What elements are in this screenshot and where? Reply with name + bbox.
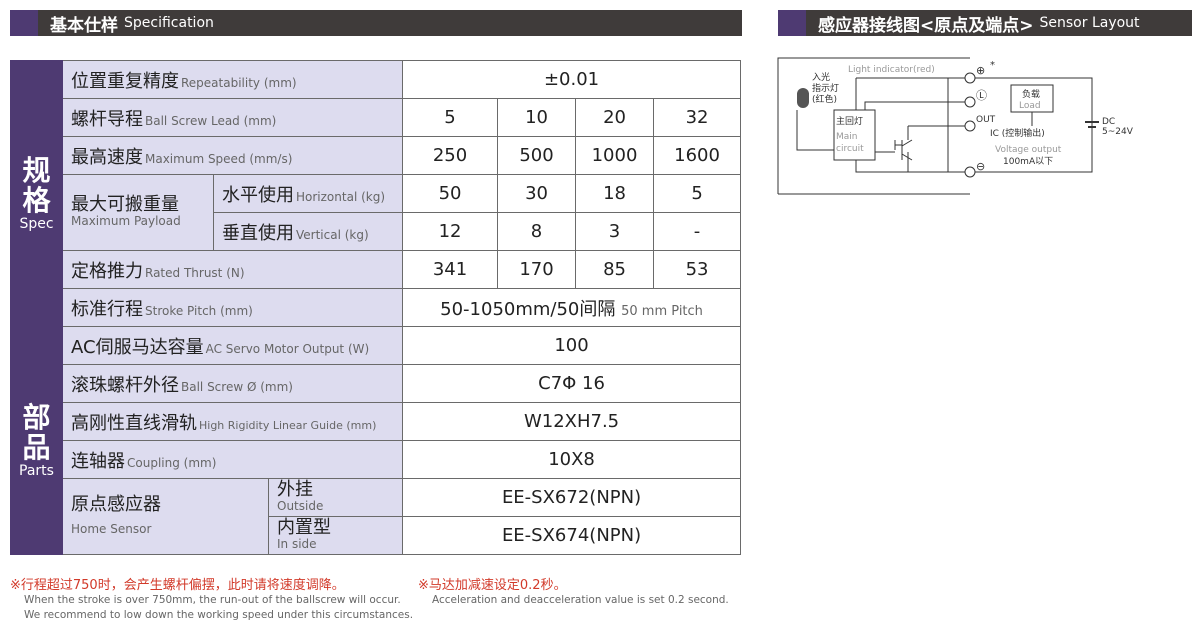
terminal-minus [964, 166, 976, 178]
cell: 100 [402, 326, 742, 365]
section-spec: 规格 Spec [10, 60, 63, 327]
load-box [1010, 84, 1054, 113]
cell: W12XH7.5 [402, 402, 742, 441]
svg-text:*: * [990, 60, 995, 71]
row-label: 原点感应器 Home Sensor [62, 478, 269, 555]
cell: EE-SX674(NPN) [402, 516, 742, 555]
row-label: 位置重复精度 Repeatability (mm) [61, 60, 404, 99]
header-accent [10, 10, 38, 36]
spec-title-en: Specification [124, 15, 214, 31]
note-stroke: ※行程超过750时，会产生螺杆偏摆，此时请将速度调降。 When the str… [10, 578, 414, 621]
cell: 53 [653, 250, 742, 289]
section-parts: 部品 Parts [10, 326, 63, 555]
table-row: 内置型 In side EE-SX674(NPN) [11, 516, 742, 555]
spec-header: 基本仕样 Specification [10, 10, 742, 36]
light-indicator-label: Light indicator(red) [848, 65, 935, 75]
spec-table: 规格 Spec 位置重复精度 Repeatability (mm) ±0.01 螺杆… [10, 60, 742, 555]
cell: 12 [402, 212, 499, 251]
sub-label: 水平使用 Horizontal (kg) [212, 174, 404, 213]
main-circuit-box [833, 109, 876, 161]
header-accent [778, 10, 806, 36]
table-row: 最高速度 Maximum Speed (mm/s) 250 500 1000 1600 [11, 136, 742, 175]
sub-label: 外挂 Outside [267, 478, 404, 517]
svg-text:Main: Main [836, 132, 858, 142]
svg-text:100mA以下: 100mA以下 [1003, 157, 1053, 167]
svg-text:指示灯: 指示灯 [812, 82, 839, 94]
row-label: 最大可搬重量 Maximum Payload [62, 174, 214, 251]
svg-text:负载: 负载 [1022, 88, 1040, 100]
svg-text:circuit: circuit [836, 144, 864, 154]
row-label: 螺杆导程 Ball Screw Lead (mm) [61, 98, 404, 137]
note-accel: ※马达加减速设定0.2秒。 Acceleration and deacceler… [418, 578, 729, 606]
row-label: 滚珠螺杆外径 Ball Screw Ø (mm) [61, 364, 404, 403]
cell: 1600 [653, 136, 742, 175]
spec-title-zh: 基本仕样 [50, 15, 118, 36]
terminal-plus [964, 72, 976, 84]
cell: 250 [402, 136, 499, 175]
terminal-l [964, 96, 976, 108]
table-row: 标准行程 Stroke Pitch (mm) 50-1050mm/50间隔 50 … [11, 288, 742, 327]
svg-text:Ⓛ: Ⓛ [976, 89, 987, 102]
table-row: 垂直使用 Vertical (kg) 12 8 3- [11, 212, 742, 251]
svg-text:入光: 入光 [812, 71, 830, 83]
cell: 1000 [575, 136, 655, 175]
row-label: 最高速度 Maximum Speed (mm/s) [61, 136, 404, 175]
sensor-header: 感应器接线图<原点及端点> Sensor Layout [778, 10, 1192, 36]
terminal-out [964, 120, 976, 132]
svg-text:IC (控制输出): IC (控制输出) [990, 127, 1045, 139]
table-row: 部品 Parts AC伺服马达容量 AC Servo Motor Output (W… [10, 326, 742, 555]
sensor-title-zh: 感应器接线图<原点及端点> [818, 15, 1034, 36]
cell: - [653, 212, 742, 251]
table-row: 规格 Spec 位置重复精度 Repeatability (mm) ±0.01 [10, 60, 742, 327]
cell: 170 [497, 250, 577, 289]
cell: ±0.01 [402, 60, 742, 99]
svg-text:5~24V: 5~24V [1102, 127, 1134, 137]
cell: 5 [402, 98, 499, 137]
cell: 32 [653, 98, 742, 137]
sub-label: 内置型 In side [267, 516, 404, 555]
cell: 500 [497, 136, 577, 175]
svg-text:(红色): (红色) [812, 93, 837, 105]
row-label: 连轴器 Coupling (mm) [61, 440, 404, 479]
cell: 50-1050mm/50间隔 50 mm Pitch [402, 288, 742, 327]
cell: 341 [402, 250, 499, 289]
table-row: 螺杆导程 Ball Screw Lead (mm) 5 10 20 32 [11, 98, 742, 137]
cell: 10 [497, 98, 577, 137]
svg-text:OUT: OUT [976, 115, 996, 125]
svg-text:⊖: ⊖ [976, 160, 985, 173]
led-icon [797, 88, 809, 108]
svg-text:DC: DC [1102, 117, 1115, 127]
row-label: 高刚性直线滑轨 High Rigidity Linear Guide (mm) [61, 402, 404, 441]
svg-text:主回灯: 主回灯 [836, 115, 863, 127]
cell: 10X8 [402, 440, 742, 479]
svg-text:Load: Load [1019, 101, 1041, 111]
cell: 30 [497, 174, 577, 213]
cell: 50 [402, 174, 499, 213]
sensor-title-en: Sensor Layout [1039, 15, 1140, 31]
table-row: 高刚性直线滑轨 High Rigidity Linear Guide (mm) W… [11, 402, 742, 441]
table-row: 连轴器 Coupling (mm) 10X8 [11, 440, 742, 479]
cell: 85 [575, 250, 655, 289]
svg-text:⊕: ⊕ [976, 64, 985, 77]
svg-text:Voltage output: Voltage output [995, 145, 1062, 155]
cell: 18 [575, 174, 655, 213]
row-label: AC伺服马达容量 AC Servo Motor Output (W) [61, 326, 404, 365]
row-label: 标准行程 Stroke Pitch (mm) [61, 288, 404, 327]
